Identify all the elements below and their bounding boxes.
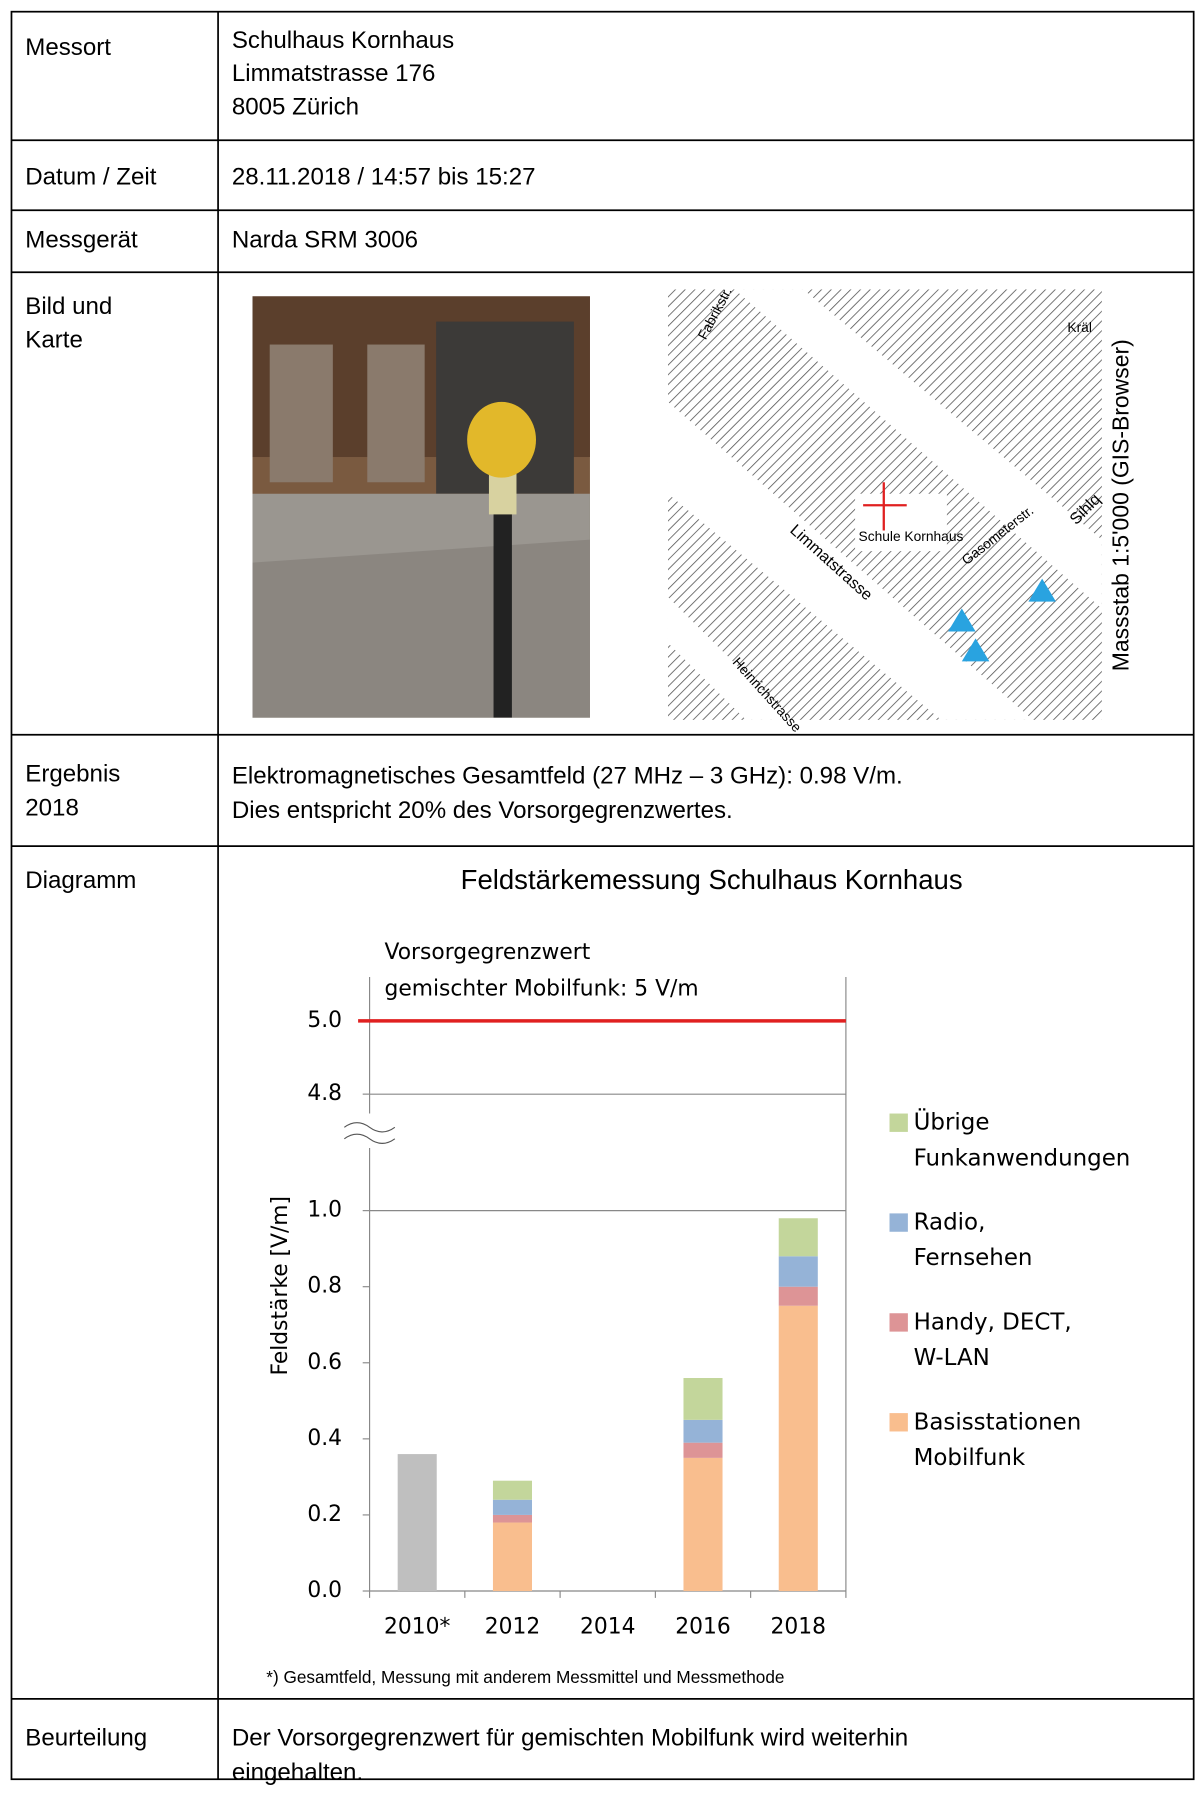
row-text: 8005 Zürich bbox=[232, 93, 359, 120]
table-frame bbox=[10, 10, 1195, 1781]
row-text: 28.11.2018 / 14:57 bis 15:27 bbox=[232, 163, 536, 190]
bar-segment bbox=[778, 1218, 818, 1257]
row-label: Messort bbox=[25, 34, 111, 61]
bar-segment bbox=[683, 1377, 723, 1420]
axis-break bbox=[343, 1122, 396, 1144]
x-tick-label: 2010* bbox=[384, 1615, 450, 1640]
bar-segment bbox=[397, 1454, 437, 1592]
limit-label: gemischter Mobilfunk: 5 V/m bbox=[384, 977, 698, 1002]
y-tick-label: 5.0 bbox=[307, 1008, 342, 1033]
bar-segment bbox=[492, 1514, 533, 1523]
bar-segment bbox=[683, 1442, 723, 1458]
bar-segment bbox=[778, 1286, 818, 1306]
x-tick-label: 2016 bbox=[675, 1615, 730, 1640]
row-text: Narda SRM 3006 bbox=[232, 227, 418, 254]
footnote: *) Gesamtfeld, Messung mit anderem Messm… bbox=[266, 1667, 784, 1687]
map: Fabrikstr. Limmatstrasse Schule Kornhaus… bbox=[667, 285, 1134, 735]
row-text: Schulhaus Kornhaus bbox=[232, 27, 454, 54]
legend-swatch bbox=[889, 1213, 908, 1232]
map-scale: Massstab 1:5'000 (GIS-Browser) bbox=[1108, 339, 1134, 671]
y-tick-label: 0.4 bbox=[307, 1426, 342, 1451]
y-tick-label: 0.0 bbox=[307, 1578, 342, 1603]
bar-segment bbox=[683, 1419, 723, 1443]
legend-label: Übrige Funkanwendungen bbox=[914, 1107, 1131, 1171]
row-text: Der Vorsorgegrenzwert für gemischten Mob… bbox=[232, 1724, 908, 1751]
photo bbox=[252, 296, 590, 718]
legend-label: Handy, DECT, W-LAN bbox=[914, 1309, 1072, 1371]
chart-title: Feldstärkemessung Schulhaus Kornhaus bbox=[461, 864, 963, 895]
row-label: Ergebnis bbox=[25, 760, 120, 787]
bar-segment bbox=[778, 1256, 818, 1287]
y-tick-label: 0.6 bbox=[307, 1350, 342, 1375]
row-text: Limmatstrasse 176 bbox=[232, 60, 436, 87]
row-label: Messgerät bbox=[25, 227, 138, 254]
y-tick-label: 4.8 bbox=[307, 1081, 342, 1106]
bar-segment bbox=[492, 1522, 533, 1592]
row-label: Karte bbox=[25, 326, 83, 353]
row-label: Diagramm bbox=[25, 867, 136, 894]
bar-segment bbox=[492, 1480, 533, 1500]
row-label: 2018 bbox=[25, 795, 79, 822]
bar-segment bbox=[778, 1305, 818, 1592]
y-tick-label: 0.2 bbox=[307, 1502, 342, 1527]
chart: Feldstärkemessung Schulhaus Kornhaus 0.0 0… bbox=[266, 864, 1130, 1687]
y-axis-label: Feldstärke [V/m] bbox=[268, 1196, 293, 1376]
y-tick-label: 0.8 bbox=[307, 1274, 342, 1299]
row-text: eingehalten. bbox=[232, 1759, 363, 1786]
legend-label: Basisstationen Mobilfunk bbox=[914, 1409, 1082, 1471]
row-label: Beurteilung bbox=[25, 1724, 147, 1751]
legend-swatch bbox=[889, 1413, 908, 1432]
y-tick-label: 1.0 bbox=[307, 1198, 342, 1223]
x-tick-label: 2012 bbox=[485, 1615, 540, 1640]
row-text: Elektromagnetisches Gesamtfeld (27 MHz –… bbox=[232, 763, 903, 790]
limit-label: Vorsorgegrenzwert bbox=[384, 940, 590, 965]
map-label: Schule Kornhaus bbox=[859, 529, 964, 544]
row-text: Dies entspricht 20% des Vorsorgegrenzwer… bbox=[232, 797, 733, 824]
row-label: Datum / Zeit bbox=[25, 163, 157, 190]
legend-swatch bbox=[889, 1313, 908, 1332]
legend-label: Radio, Fernsehen bbox=[914, 1209, 1033, 1271]
row-label: Bild und bbox=[25, 293, 112, 320]
legend-swatch bbox=[889, 1113, 908, 1132]
x-tick-label: 2014 bbox=[580, 1615, 635, 1640]
x-tick-label: 2018 bbox=[771, 1615, 826, 1640]
bar-segment bbox=[683, 1457, 723, 1592]
bar-segment bbox=[492, 1499, 533, 1515]
map-label: Kräl bbox=[1067, 320, 1091, 335]
